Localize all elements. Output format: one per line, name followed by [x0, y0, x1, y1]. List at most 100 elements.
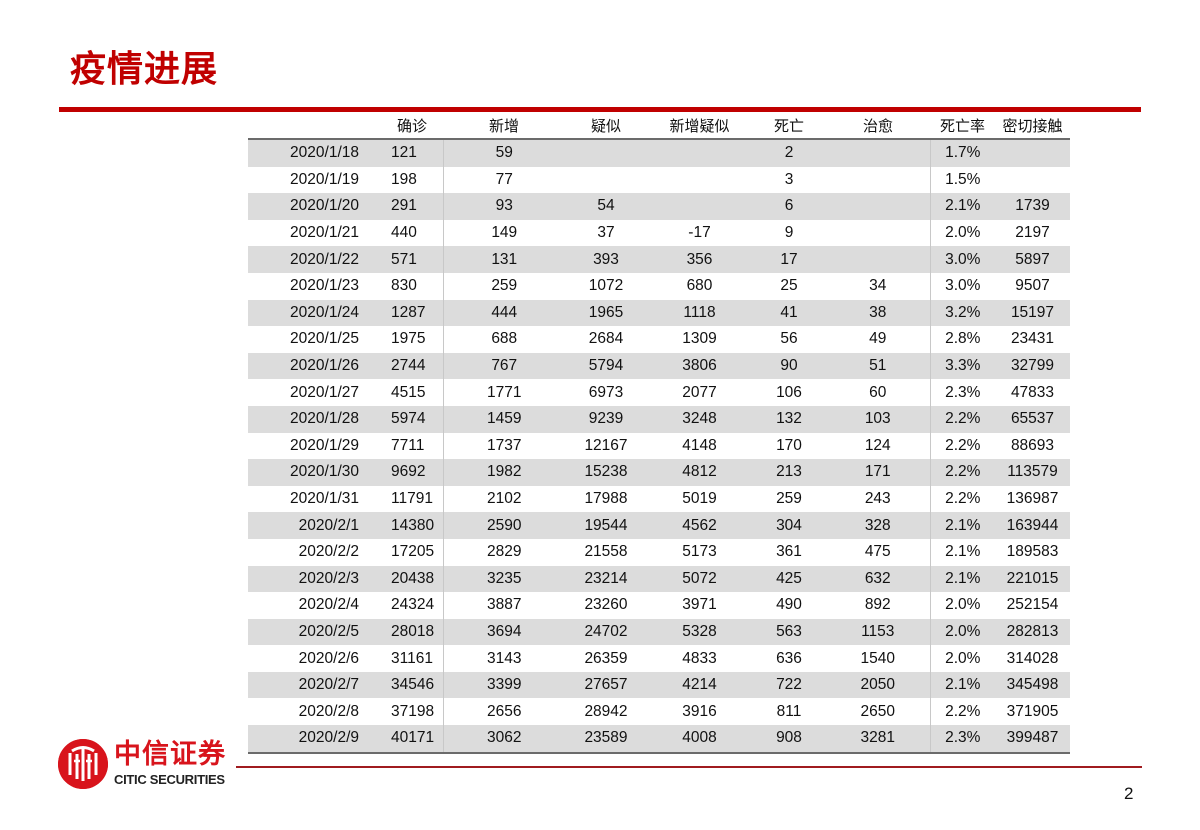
cell-cured: 1540: [860, 649, 895, 667]
logo-english-name: CITIC SECURITIES: [114, 772, 225, 787]
cell-date: 2020/1/24: [248, 299, 381, 327]
cell-cured: 328: [826, 512, 930, 539]
table-row: 2020/1/23 830 259 1072 680 25 34 3.0% 9507: [248, 272, 1070, 300]
cell-new-suspected: 3971: [682, 596, 717, 614]
cell-death-rate: 2.0%: [929, 645, 995, 672]
cell-deaths: 9: [784, 224, 794, 242]
cell-close-contacts: 399487: [995, 725, 1070, 754]
cell-cured: 2650: [860, 702, 895, 720]
cell-new-suspected: 3916: [682, 702, 717, 720]
cell-new: 1771: [442, 379, 565, 406]
cell-new-suspected: [647, 193, 752, 220]
cell-new-suspected: 5173: [682, 543, 717, 561]
cell-death-rate: 3.3%: [929, 352, 995, 380]
cell-cured: [826, 167, 930, 194]
cell-suspected: 5794: [565, 352, 647, 380]
cell-date: 2020/2/8: [298, 702, 359, 720]
cell-death-rate: 2.8%: [929, 326, 995, 353]
cell-new: 59: [442, 139, 565, 167]
cell-new: 767: [442, 352, 565, 380]
cell-deaths: 811: [776, 702, 802, 720]
cell-confirmed: 14380: [381, 512, 443, 539]
cell-death-rate: 2.1%: [929, 671, 995, 699]
cell-confirmed: 571: [381, 246, 443, 273]
cell-suspected: 37: [597, 224, 615, 242]
cell-new-suspected: 3806: [647, 352, 752, 380]
cell-cured: 124: [864, 436, 891, 454]
cell-deaths: 425: [752, 565, 826, 593]
cell-death-rate: 2.0%: [929, 592, 995, 619]
table-row: 2020/1/27 4515 1771 6973 2077 106 60 2.3% 47833: [248, 379, 1070, 406]
cell-date: 2020/1/31: [290, 490, 359, 508]
cell-new: 688: [442, 326, 565, 353]
cell-death-rate: 1.5%: [929, 166, 995, 194]
table-row: 2020/2/3 20438 3235 23214 5072 425 632 2.1% 2210…: [248, 565, 1070, 593]
table-row: 2020/2/5 28018 3694 24702 5328 563 1153 2.0% 282…: [248, 618, 1070, 646]
cell-new: 1737: [442, 432, 565, 460]
table-row: 2020/2/7 34546 3399 27657 4214 722 2050 2.1% 345…: [248, 671, 1070, 699]
cell-date: 2020/1/19: [290, 170, 359, 188]
cell-date: 2020/1/30: [248, 459, 381, 486]
cell-deaths: 259: [776, 490, 802, 508]
cell-date: 2020/2/7: [248, 671, 381, 699]
cell-cured: [826, 193, 930, 220]
header-death-rate: 死亡率: [930, 112, 995, 140]
cell-deaths: 6: [752, 193, 826, 220]
cell-death-rate: 3.0%: [929, 272, 995, 300]
cell-new: 3887: [442, 592, 565, 619]
cell-confirmed: 40171: [381, 725, 443, 754]
cell-cured: 1153: [826, 618, 930, 646]
cell-cured: [826, 139, 930, 167]
table-row: 2020/2/2 17205 2829 21558 5173 361 475 2.1% 1895…: [248, 538, 1070, 566]
cell-confirmed: 34546: [381, 671, 443, 699]
cell-deaths: 563: [752, 618, 826, 646]
cell-date: 2020/2/3: [248, 565, 381, 593]
cell-confirmed: 17205: [391, 543, 435, 561]
cell-confirmed: 24324: [391, 596, 435, 614]
title-divider: [59, 107, 1141, 112]
cell-suspected: 15238: [565, 459, 647, 486]
cell-death-rate: 2.2%: [929, 405, 995, 433]
table-row: 2020/2/1 14380 2590 19544 4562 304 328 2.1% 1639…: [248, 512, 1070, 539]
table-header-row: 确诊 新增 疑似 新增疑似 死亡 治愈 死亡率 密切接触: [248, 112, 1070, 140]
cell-deaths: 106: [776, 383, 802, 401]
cell-suspected: 9239: [565, 405, 647, 433]
cell-deaths: 170: [776, 436, 802, 454]
cell-suspected: 6973: [588, 383, 624, 401]
cell-cured: 60: [869, 383, 887, 401]
cell-deaths: 17: [752, 246, 826, 273]
cell-new: 77: [442, 166, 565, 194]
cell-death-rate: 2.1%: [929, 512, 995, 539]
cell-death-rate: 2.2%: [929, 698, 995, 726]
cell-close-contacts: 47833: [1010, 383, 1055, 401]
cell-death-rate: 3.0%: [929, 246, 995, 273]
cell-deaths: 361: [776, 543, 802, 561]
cell-confirmed: 5974: [381, 405, 443, 433]
cell-suspected: 23589: [565, 725, 647, 754]
cell-suspected: 1965: [565, 299, 647, 327]
cell-date: 2020/1/25: [290, 330, 359, 348]
cell-new: 149: [442, 219, 565, 247]
cell-confirmed: 1287: [381, 299, 443, 327]
cell-cured: 2050: [826, 671, 930, 699]
cell-new: 2829: [442, 538, 565, 566]
cell-confirmed: 830: [391, 277, 417, 295]
cell-confirmed: 37198: [391, 702, 435, 720]
cell-deaths: 25: [780, 277, 798, 295]
cell-new: 93: [442, 193, 565, 220]
table-row: 2020/1/29 7711 1737 12167 4148 170 124 2.2% 8869…: [248, 432, 1070, 460]
cell-cured: 34: [869, 277, 887, 295]
epidemic-data-table: 确诊 新增 疑似 新增疑似 死亡 治愈 死亡率 密切接触 2020/1/18 12…: [248, 112, 1070, 754]
cell-suspected: 12167: [584, 436, 628, 454]
cell-cured: 38: [826, 299, 930, 327]
cell-date: 2020/2/2: [298, 543, 359, 561]
table-row: 2020/1/26 2744 767 5794 3806 90 51 3.3% 32799: [248, 352, 1070, 380]
cell-close-contacts: 189583: [1006, 543, 1059, 561]
table-row: 2020/2/9 40171 3062 23589 4008 908 3281 2.3% 399…: [248, 725, 1070, 754]
cell-new: 1982: [442, 459, 565, 486]
cell-new-suspected: 3248: [647, 405, 752, 433]
footer-divider: [236, 766, 1142, 768]
table-row: 2020/1/18 121 59 2 1.7%: [248, 139, 1070, 167]
cell-close-contacts: 88693: [1010, 436, 1055, 454]
cell-close-contacts: 5897: [995, 246, 1070, 273]
